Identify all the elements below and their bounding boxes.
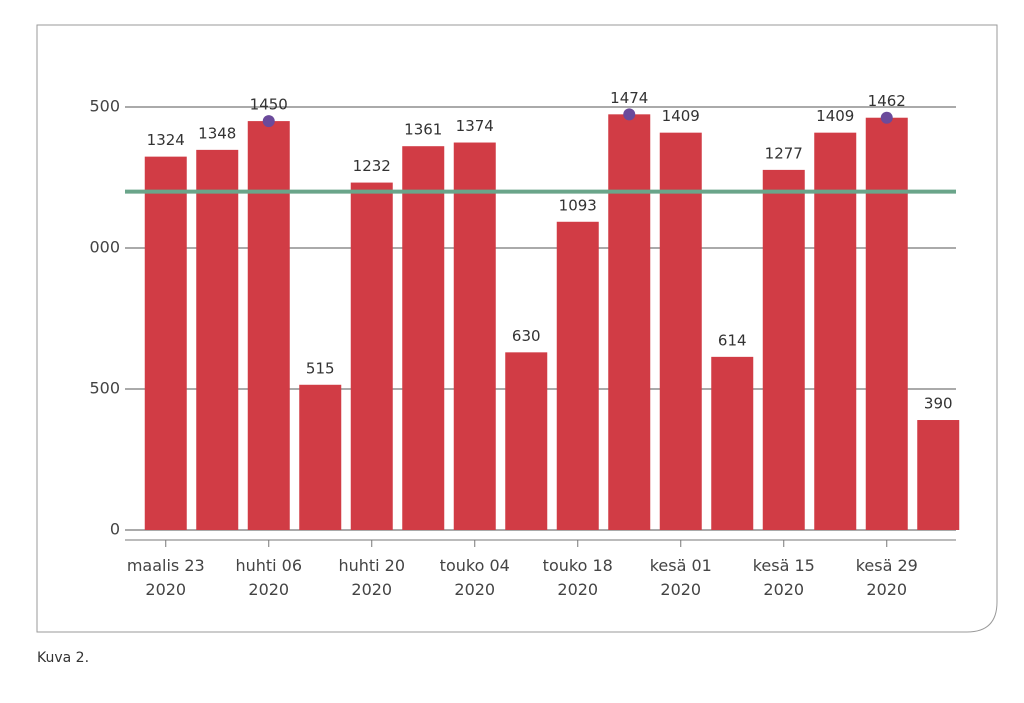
value-label: 390 xyxy=(924,395,953,413)
value-label: 630 xyxy=(512,327,541,345)
bar xyxy=(865,117,908,530)
bar xyxy=(402,146,445,530)
bar xyxy=(196,149,239,530)
value-label: 1361 xyxy=(404,121,442,139)
highlight-dot xyxy=(880,111,893,124)
y-tick-label: 500 xyxy=(89,379,120,398)
x-tick-label: huhti 20 2020 xyxy=(338,556,405,599)
highlight-dot xyxy=(262,115,275,128)
value-label: 1232 xyxy=(353,157,391,175)
value-label: 1462 xyxy=(868,92,906,110)
bar xyxy=(814,132,857,531)
bar xyxy=(144,156,187,530)
y-tick-label: 000 xyxy=(89,238,120,257)
bar xyxy=(453,142,496,531)
x-tick-label: maalis 23 2020 xyxy=(127,556,205,599)
bar xyxy=(350,182,393,531)
bar xyxy=(711,356,754,530)
value-label: 1324 xyxy=(147,131,185,149)
bar xyxy=(247,121,290,530)
value-label: 1374 xyxy=(456,117,494,135)
x-tick-label: kesä 15 2020 xyxy=(753,556,815,599)
value-label: 1409 xyxy=(662,107,700,125)
value-label: 614 xyxy=(718,331,747,349)
value-label: 1277 xyxy=(765,144,803,162)
y-tick-label: 0 xyxy=(110,520,120,539)
bar xyxy=(659,132,702,531)
x-tick-label: kesä 01 2020 xyxy=(650,556,712,599)
x-tick-label: huhti 06 2020 xyxy=(235,556,302,599)
bar xyxy=(762,169,805,531)
value-label: 1450 xyxy=(250,96,288,114)
bar xyxy=(917,420,960,530)
highlight-dot xyxy=(623,108,636,121)
caption: Kuva 2. xyxy=(37,650,89,666)
value-label: 1474 xyxy=(610,89,648,107)
value-label: 515 xyxy=(306,359,335,377)
value-label: 1093 xyxy=(559,196,597,214)
x-tick-label: kesä 29 2020 xyxy=(856,556,918,599)
value-label: 1409 xyxy=(816,107,854,125)
bar xyxy=(299,384,342,530)
frame xyxy=(36,24,998,633)
y-tick-label: 500 xyxy=(89,97,120,116)
x-tick-label: touko 18 2020 xyxy=(543,556,613,599)
bar xyxy=(608,114,651,530)
bar xyxy=(556,221,599,531)
bar xyxy=(505,352,548,530)
x-tick-label: touko 04 2020 xyxy=(440,556,510,599)
value-label: 1348 xyxy=(198,124,236,142)
